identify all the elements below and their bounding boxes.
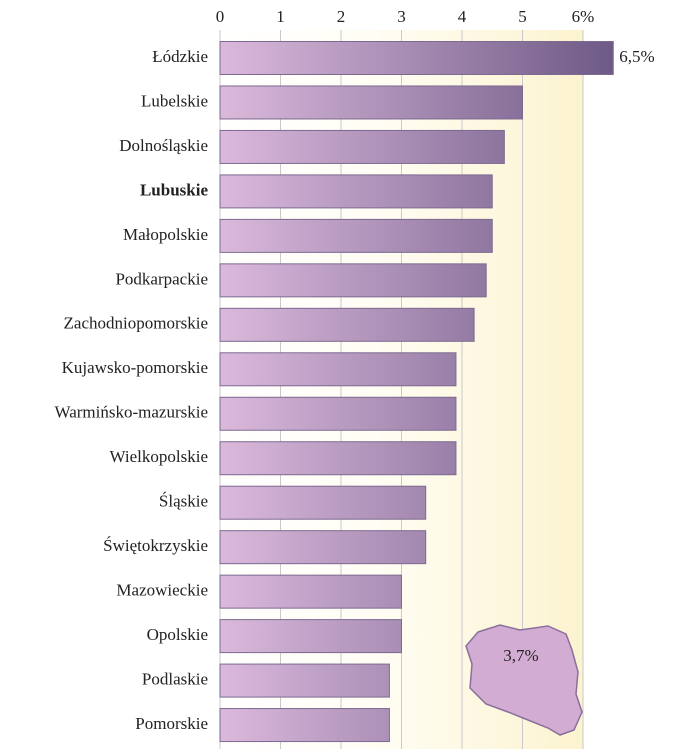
y-tick-label: Zachodniopomorskie bbox=[64, 314, 208, 333]
value-label: 6,5% bbox=[619, 47, 654, 66]
y-tick-label: Śląskie bbox=[159, 492, 208, 511]
bar bbox=[219, 574, 402, 609]
bar bbox=[219, 352, 457, 387]
x-tick-label: 3 bbox=[397, 7, 406, 26]
y-tick-label: Świętokrzyskie bbox=[103, 536, 208, 555]
y-tick-label: Łódzkie bbox=[152, 47, 208, 66]
bar bbox=[219, 218, 493, 253]
y-tick-label: Lubuskie bbox=[140, 180, 208, 199]
bar bbox=[219, 307, 475, 342]
y-tick-label: Podlaskie bbox=[142, 669, 208, 688]
x-tick-label: 2 bbox=[337, 7, 346, 26]
x-tick-label: 4 bbox=[458, 7, 467, 26]
bar bbox=[219, 174, 493, 209]
bar bbox=[219, 129, 505, 164]
y-tick-label: Pomorskie bbox=[135, 714, 208, 733]
bar bbox=[219, 485, 427, 520]
poland-map bbox=[465, 624, 583, 736]
y-tick-label: Kujawsko-pomorskie bbox=[62, 358, 208, 377]
bar bbox=[219, 85, 523, 120]
bar bbox=[219, 396, 457, 431]
x-tick-label: 0 bbox=[216, 7, 225, 26]
y-tick-label: Mazowieckie bbox=[116, 581, 208, 600]
y-tick-label: Dolnośląskie bbox=[119, 136, 208, 155]
y-tick-label: Warmińsko-mazurskie bbox=[55, 403, 208, 422]
bar bbox=[219, 708, 390, 743]
x-tick-label: 1 bbox=[276, 7, 285, 26]
bar bbox=[219, 441, 457, 476]
x-tick-label: 6% bbox=[572, 7, 595, 26]
annotation: 3,7% bbox=[503, 646, 538, 665]
x-tick-label: 5 bbox=[518, 7, 527, 26]
y-tick-label: Wielkopolskie bbox=[110, 447, 208, 466]
bar bbox=[219, 663, 390, 698]
bar bbox=[219, 619, 402, 654]
y-tick-label: Podkarpackie bbox=[115, 269, 208, 288]
y-tick-label: Opolskie bbox=[147, 625, 208, 644]
y-tick-label: Małopolskie bbox=[123, 225, 208, 244]
bar bbox=[219, 41, 614, 75]
bar bbox=[219, 530, 427, 565]
bar bbox=[219, 263, 487, 298]
y-tick-label: Lubelskie bbox=[141, 91, 208, 110]
